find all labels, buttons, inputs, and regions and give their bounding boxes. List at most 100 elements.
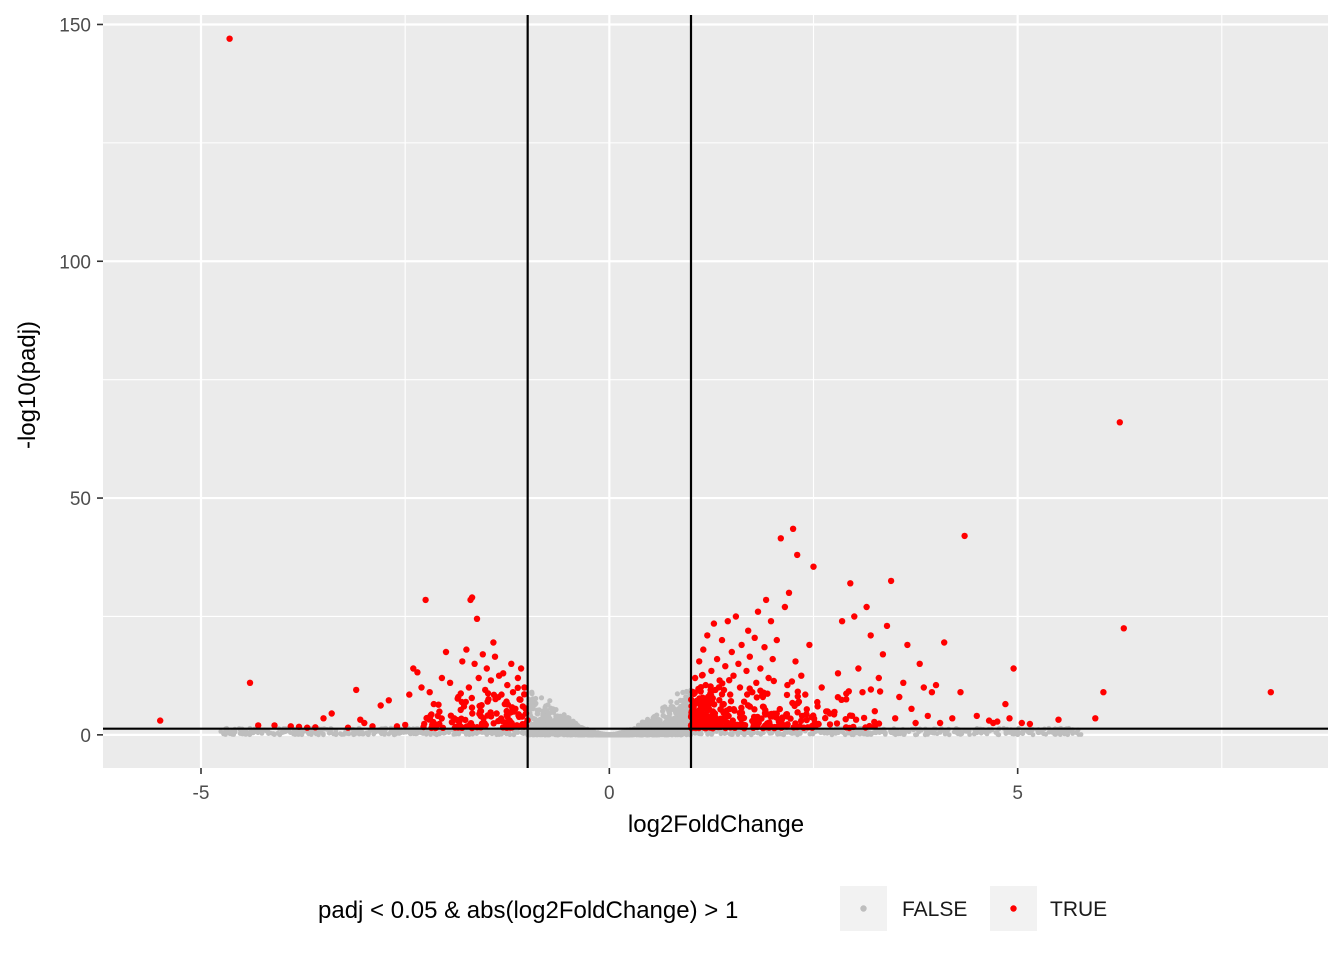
true-point xyxy=(753,694,760,701)
true-point xyxy=(448,719,456,726)
false-point xyxy=(664,731,670,736)
true-point xyxy=(457,690,464,697)
false-point xyxy=(955,731,961,737)
true-point xyxy=(1026,720,1034,728)
true-point xyxy=(491,653,499,660)
true-point xyxy=(743,667,750,675)
true-point xyxy=(916,660,923,667)
false-point xyxy=(358,729,364,734)
true-point xyxy=(838,618,846,625)
false-point xyxy=(1058,728,1063,734)
true-point xyxy=(814,698,821,706)
false-point xyxy=(812,729,818,735)
false-point xyxy=(946,732,952,738)
legend-label-true: TRUE xyxy=(1050,898,1107,921)
true-point xyxy=(746,685,753,692)
false-point xyxy=(423,731,429,737)
false-point xyxy=(755,730,761,736)
true-point xyxy=(784,681,791,689)
false-point xyxy=(670,704,676,710)
x-axis-title: log2FoldChange xyxy=(628,811,804,838)
true-point xyxy=(961,532,968,540)
true-point xyxy=(438,715,445,722)
false-point xyxy=(451,732,457,737)
false-point xyxy=(1006,730,1012,735)
false-point xyxy=(654,718,660,724)
true-point xyxy=(700,705,707,712)
false-point xyxy=(537,731,543,737)
true-point xyxy=(468,594,476,601)
true-point xyxy=(769,655,776,663)
false-point xyxy=(482,729,488,735)
false-point xyxy=(641,719,647,726)
false-point xyxy=(326,730,332,736)
true-point xyxy=(704,632,711,639)
y-tick-label: 0 xyxy=(80,726,91,747)
true-point xyxy=(410,665,417,672)
true-point xyxy=(484,712,491,719)
true-point xyxy=(736,709,743,717)
true-point xyxy=(803,706,810,713)
false-point xyxy=(735,732,741,737)
false-point xyxy=(1025,729,1031,735)
false-point xyxy=(897,731,903,737)
true-point xyxy=(457,706,464,714)
false-point xyxy=(890,730,896,736)
true-point xyxy=(430,700,437,708)
false-point xyxy=(634,732,640,738)
reference-lines xyxy=(103,15,1328,768)
true-point xyxy=(442,648,450,656)
true-point xyxy=(353,686,360,694)
true-point xyxy=(436,720,443,728)
false-point xyxy=(761,730,766,736)
false-point xyxy=(547,698,553,704)
true-point xyxy=(703,717,711,725)
true-point xyxy=(1116,419,1124,426)
true-point xyxy=(883,622,891,630)
false-point xyxy=(1017,730,1022,736)
true-point xyxy=(733,721,740,728)
false-point xyxy=(561,712,567,718)
true-point xyxy=(361,719,368,727)
true-point xyxy=(770,710,778,717)
true-point xyxy=(879,651,887,658)
true-point xyxy=(761,644,768,651)
true-point xyxy=(904,641,911,649)
true-point xyxy=(994,718,1001,725)
false-point xyxy=(218,729,224,734)
false-point xyxy=(352,731,358,737)
true-point xyxy=(691,674,699,682)
true-point xyxy=(515,711,522,718)
true-point xyxy=(708,667,715,675)
legend-key-true xyxy=(1010,905,1017,912)
true-point xyxy=(900,679,907,686)
false-point xyxy=(674,691,681,697)
true-point xyxy=(810,563,817,570)
true-point xyxy=(788,678,796,685)
false-point xyxy=(695,730,700,736)
true-point xyxy=(845,688,852,695)
true-point xyxy=(710,620,718,627)
true-point xyxy=(702,712,710,719)
panel-background xyxy=(103,15,1328,768)
true-point xyxy=(744,691,751,698)
false-point xyxy=(646,729,652,735)
false-point xyxy=(441,730,447,736)
true-point xyxy=(521,684,528,691)
true-point xyxy=(851,613,858,620)
true-point xyxy=(949,715,956,722)
true-point xyxy=(794,693,801,700)
true-point xyxy=(483,665,490,672)
false-point xyxy=(652,731,657,737)
false-point xyxy=(668,699,674,705)
true-point xyxy=(414,669,421,676)
true-point xyxy=(973,712,980,720)
false-point xyxy=(414,731,420,736)
false-point xyxy=(248,731,254,736)
true-point xyxy=(847,580,854,587)
true-point xyxy=(746,653,753,660)
true-point xyxy=(764,690,771,697)
true-point xyxy=(720,686,728,694)
true-point xyxy=(469,710,476,717)
